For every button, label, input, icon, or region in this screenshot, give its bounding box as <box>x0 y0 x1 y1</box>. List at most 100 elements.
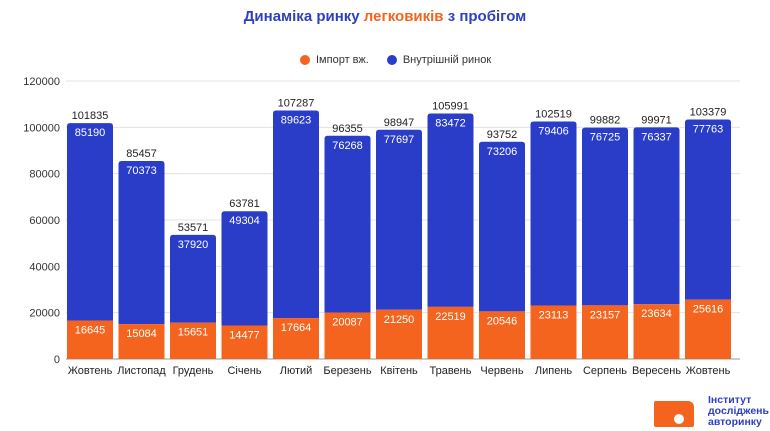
bar-domestic <box>67 123 113 321</box>
bar-import <box>324 312 371 359</box>
total-label: 99971 <box>641 114 672 126</box>
y-tick-label: 20000 <box>29 308 60 320</box>
legend-label-domestic: Внутрішній ринок <box>402 54 492 66</box>
bar-import <box>170 322 216 359</box>
x-tick-label: Серпень <box>583 365 627 377</box>
x-tick-label: Жовтень <box>68 365 113 377</box>
total-label: 103379 <box>690 107 727 119</box>
import-value-label: 16645 <box>75 324 106 336</box>
import-value-label: 23113 <box>539 309 569 321</box>
domestic-value-label: 89623 <box>281 114 312 126</box>
total-label: 101835 <box>72 110 109 122</box>
bar-import <box>118 324 165 359</box>
domestic-value-label: 85190 <box>75 127 106 139</box>
bar-import <box>633 304 680 359</box>
legend-label-import: Імпорт вж. <box>316 54 369 66</box>
import-value-label: 15084 <box>126 328 157 340</box>
bar-domestic <box>324 135 371 313</box>
total-label: 93752 <box>487 129 518 141</box>
legend-swatch-domestic <box>386 55 397 65</box>
legend-swatch-import <box>300 55 310 65</box>
x-tick-label: Травень <box>430 365 472 377</box>
bar-domestic <box>582 127 628 306</box>
bar-domestic <box>427 113 474 307</box>
bar-domestic <box>170 234 216 323</box>
bar-import <box>427 306 474 359</box>
logo-text: Інститут досліджень авторинку <box>708 395 769 428</box>
bar-import <box>221 325 268 359</box>
import-value-label: 14477 <box>229 329 260 341</box>
domestic-value-label: 77697 <box>384 134 415 146</box>
total-label: 96355 <box>332 123 363 135</box>
bar-domestic <box>479 141 525 312</box>
bar-domestic <box>273 110 319 319</box>
import-value-label: 23157 <box>590 309 621 321</box>
import-value-label: 21250 <box>384 314 415 326</box>
import-value-label: 22519 <box>435 311 466 323</box>
logo-line1: Інститут <box>708 394 752 406</box>
total-label: 63781 <box>229 198 260 210</box>
y-tick-label: 0 <box>54 354 60 366</box>
title-part2: з пробігом <box>443 8 527 25</box>
legend: Імпорт вж. Внутрішній ринок <box>300 54 491 66</box>
x-tick-label: Червень <box>480 365 523 377</box>
import-value-label: 23634 <box>641 308 672 320</box>
import-value-label: 20087 <box>332 316 363 328</box>
bar-import <box>273 318 319 359</box>
x-tick-label: Липень <box>535 365 573 377</box>
total-label: 85457 <box>126 148 157 160</box>
bar-domestic <box>685 119 731 300</box>
domestic-value-label: 76337 <box>641 131 672 143</box>
logo-pie-icon <box>672 412 686 426</box>
title-accent: легковиків <box>363 8 444 25</box>
import-value-label: 20546 <box>487 315 518 327</box>
y-tick-label: 120000 <box>23 76 60 88</box>
total-label: 53571 <box>178 222 209 234</box>
x-tick-label: Січень <box>227 365 261 377</box>
legend-item-domestic: Внутрішній ринок <box>386 54 492 66</box>
y-tick-label: 60000 <box>29 215 60 227</box>
legend-item-import: Імпорт вж. <box>300 54 369 66</box>
domestic-value-label: 83472 <box>435 117 466 129</box>
y-tick-label: 40000 <box>29 261 60 273</box>
import-value-label: 17664 <box>281 322 312 334</box>
bar-import <box>582 305 628 359</box>
total-label: 98947 <box>384 117 415 129</box>
total-label: 99882 <box>590 115 621 127</box>
domestic-value-label: 49304 <box>229 215 260 227</box>
domestic-value-label: 37920 <box>178 239 209 251</box>
y-tick-label: 80000 <box>29 169 60 181</box>
total-label: 107287 <box>278 97 315 109</box>
bar-domestic <box>118 161 165 325</box>
logo-line3: авторинку <box>708 416 762 428</box>
x-tick-label: Квітень <box>380 365 418 377</box>
import-value-label: 25616 <box>693 304 724 316</box>
x-tick-label: Лютий <box>280 365 313 377</box>
total-label: 105991 <box>432 100 469 112</box>
bar-domestic <box>376 129 422 310</box>
domestic-value-label: 73206 <box>487 146 518 158</box>
total-label: 102519 <box>535 108 572 120</box>
bar-import <box>376 309 422 359</box>
bar-domestic <box>633 127 680 305</box>
x-tick-label: Вересень <box>632 365 681 377</box>
x-tick-label: Жовтень <box>686 365 731 377</box>
import-value-label: 15651 <box>178 327 209 339</box>
logo-line2: досліджень <box>708 405 769 417</box>
bar-import <box>67 320 113 359</box>
x-tick-label: Грудень <box>173 365 214 377</box>
domestic-value-label: 70373 <box>126 165 157 177</box>
x-tick-label: Березень <box>323 365 371 377</box>
bar-import <box>530 305 577 359</box>
title-part1: Динаміка ринку <box>243 8 364 25</box>
x-tick-label: Листопад <box>117 365 166 377</box>
chart-title: Динаміка ринку легковиків з пробігом <box>0 8 770 25</box>
domestic-value-label: 79406 <box>538 125 569 137</box>
bar-domestic <box>221 211 268 326</box>
bar-domestic <box>530 121 577 306</box>
bar-import <box>685 299 731 359</box>
logo: Інститут досліджень авторинку <box>652 395 769 429</box>
domestic-value-label: 76268 <box>332 140 363 152</box>
bar-import <box>479 311 525 359</box>
